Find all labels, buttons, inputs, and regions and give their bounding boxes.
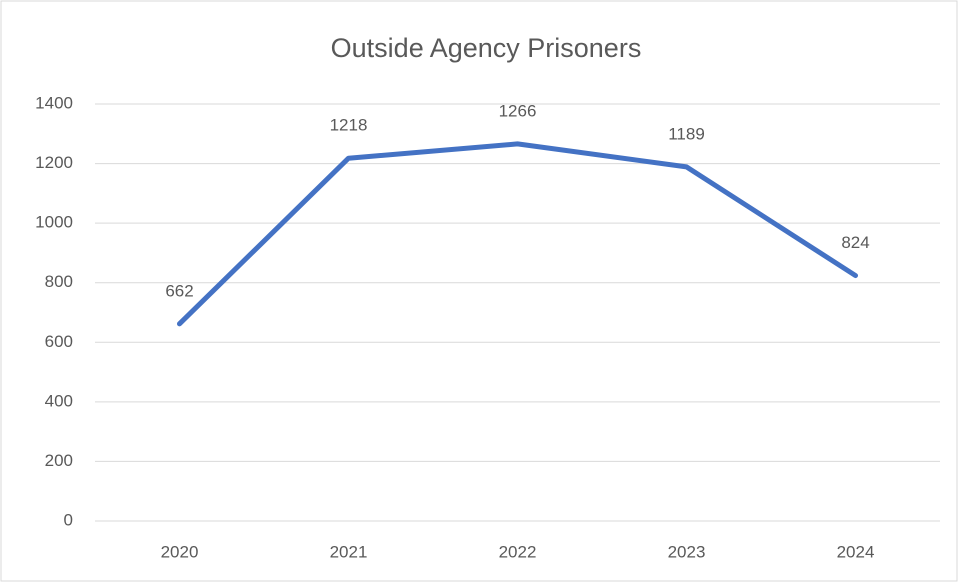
data-label: 1218 [330, 116, 368, 135]
y-tick-label: 0 [64, 510, 73, 529]
data-label: 1189 [668, 124, 705, 143]
line [177, 141, 858, 327]
y-tick-label: 1400 [35, 93, 73, 112]
x-tick-label: 2020 [161, 542, 199, 561]
chart-title: Outside Agency Prisoners [331, 33, 642, 63]
y-tick-label: 200 [45, 451, 73, 470]
x-tick-label: 2023 [668, 542, 706, 561]
x-tick-label: 2021 [330, 542, 368, 561]
data-label: 824 [841, 233, 869, 252]
x-tick-label: 2024 [837, 542, 875, 561]
y-tick-label: 800 [45, 272, 73, 291]
y-tick-label: 1200 [35, 153, 73, 172]
data-label: 662 [165, 281, 193, 300]
data-label: 1266 [499, 101, 537, 120]
x-tick-label: 2022 [499, 542, 537, 561]
y-tick-label: 600 [45, 332, 73, 351]
y-tick-label: 400 [45, 391, 73, 410]
y-tick-label: 1000 [35, 213, 73, 232]
